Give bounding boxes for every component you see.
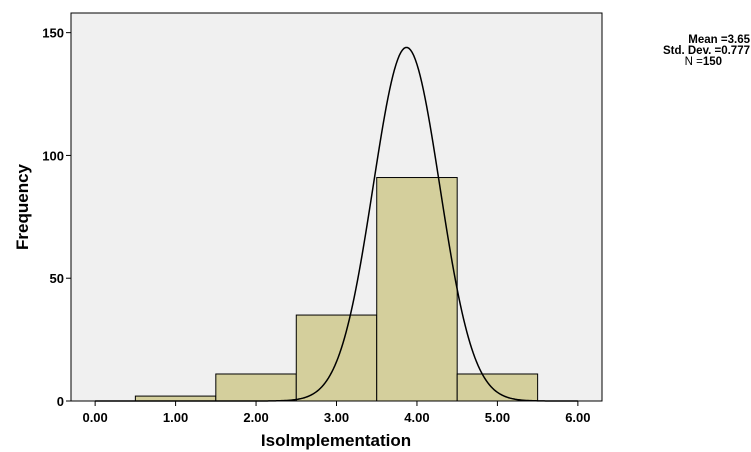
std-dev-stat: Std. Dev. =0.777 (662, 45, 750, 57)
histogram-bar-4 (376, 177, 458, 402)
mean-stat: Mean =3.65 (688, 34, 750, 46)
x-tick-label: 3.00 (324, 410, 349, 425)
x-tick-label: 1.00 (163, 410, 188, 425)
x-tick-label: 2.00 (243, 410, 268, 425)
x-tick-label: 0.00 (82, 410, 107, 425)
x-tick-label: 5.00 (485, 410, 510, 425)
bars-group (134, 177, 539, 402)
y-tick-label: 50 (50, 271, 64, 286)
histogram-bar-2 (215, 373, 297, 402)
n-stat-value: 150 (702, 56, 722, 68)
n-stat-key: N = (684, 56, 703, 68)
histogram-bar-3 (295, 314, 378, 402)
x-axis: 0.00 1.00 2.00 3.00 4.00 5.00 6.00 (82, 401, 591, 425)
x-tick-label: 6.00 (565, 410, 590, 425)
y-axis-title: Frequency (13, 163, 32, 250)
n-stat: N =150 (600, 56, 750, 68)
y-axis: 0 50 100 150 (42, 26, 71, 409)
y-tick-label: 150 (42, 26, 64, 41)
y-tick-label: 100 (42, 148, 64, 163)
summary-stats: Mean =3.65 Std. Dev. =0.777 N =150 (600, 34, 750, 68)
x-tick-label: 4.00 (404, 410, 429, 425)
x-axis-title: Isolmplementation (261, 431, 411, 450)
y-tick-label: 0 (57, 394, 64, 409)
histogram-bar-5 (456, 373, 539, 402)
